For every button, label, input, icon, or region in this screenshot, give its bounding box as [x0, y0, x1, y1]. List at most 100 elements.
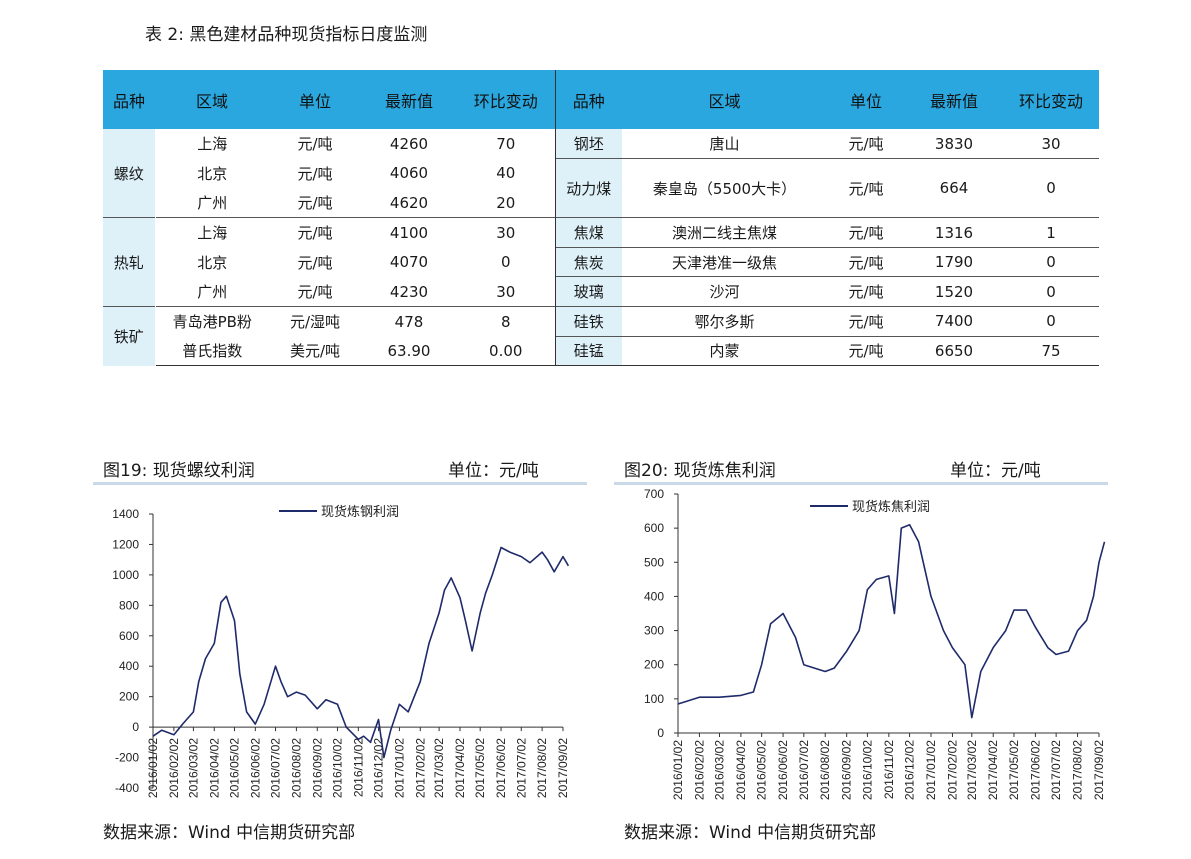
x-tick-label: 2017/02/02 — [413, 738, 427, 798]
value-cell: 6650 — [905, 335, 1003, 367]
chart-source: 数据来源：Wind 中信期货研究部 — [624, 823, 877, 843]
change-cell: 30 — [1041, 134, 1061, 153]
x-tick-label: 2017/08/02 — [535, 738, 549, 798]
unit-cell: 元/吨 — [827, 306, 905, 337]
change-cell: 0 — [1003, 246, 1099, 277]
region-cell: 天津港准一级焦 — [622, 246, 827, 277]
table-row: 热轧 上海 元/吨 4100 30 焦煤 澳洲二线主焦煤 元/吨 1316 1 — [103, 217, 1099, 307]
x-tick-label: 2016/05/02 — [227, 738, 241, 798]
change-cell: 1 — [1003, 217, 1099, 248]
x-tick-label: 2017/04/02 — [986, 740, 1000, 800]
value-cell: 63.90 — [361, 336, 457, 367]
y-tick-label: 500 — [644, 555, 664, 569]
change-cell: 0 — [500, 253, 511, 272]
value-cell: 4070 — [389, 253, 429, 272]
x-tick-label: 2017/03/02 — [965, 740, 979, 800]
header-cell: 最新值 — [905, 70, 1003, 129]
table-row: 铁矿 青岛港PB粉 元/湿吨 478 8 硅铁 鄂尔多斯 元/吨 7400 0 — [103, 306, 1099, 366]
change-cell: 0.00 — [457, 336, 555, 367]
rebar-profit-chart: 1400 1200 1000 800 600 400 200 0 -200 -400 2016/01… — [112, 504, 570, 798]
region-cell: 沙河 — [622, 276, 827, 307]
region-cell: 上海 — [155, 217, 269, 248]
x-tick-label: 2017/01/02 — [924, 740, 938, 800]
y-tick-label: 200 — [644, 658, 664, 672]
table-row: 螺纹 上海 元/吨 4260 70 钢坯 唐山 元/吨 3830 30 — [103, 129, 1099, 218]
value-cell: 664 — [905, 158, 1003, 218]
x-tick-label: 2016/11/02 — [351, 738, 365, 797]
x-tick-label: 2016/08/02 — [818, 740, 832, 800]
x-tick-label: 2017/03/02 — [432, 738, 446, 798]
y-tick-label: 1400 — [112, 507, 139, 521]
unit-cell: 元/吨 — [827, 158, 905, 218]
value-cell: 7400 — [905, 306, 1003, 337]
x-tick-label: 2017/05/02 — [1007, 740, 1021, 800]
region-cell: 内蒙 — [622, 335, 827, 367]
header-cell: 区域 — [155, 70, 269, 129]
unit-cell: 元/湿吨 — [269, 306, 361, 337]
legend-label: 现货炼钢利润 — [321, 504, 399, 520]
coke-profit-chart: 700 600 500 400 300 200 100 0 2016/01/02 2016/02/… — [644, 487, 1106, 800]
x-tick-label: 2016/05/02 — [755, 740, 769, 800]
region-cell: 秦皇岛（5500大卡） — [622, 158, 827, 218]
category-cell: 动力煤 — [554, 158, 622, 218]
unit-cell: 元/吨 — [827, 276, 905, 307]
unit-cell: 元/吨 — [848, 135, 884, 154]
region-cell: 北京 — [197, 253, 228, 272]
header-cell: 单位 — [269, 70, 361, 129]
x-tick-label: 2017/01/02 — [392, 738, 406, 798]
x-tick-label: 2017/02/02 — [945, 740, 959, 800]
header-cell: 区域 — [622, 70, 827, 129]
value-cell: 4230 — [389, 282, 429, 301]
x-tick-label: 2016/06/02 — [776, 740, 790, 800]
y-tick-label: -200 — [115, 751, 139, 765]
unit-cell: 元/吨 — [827, 246, 905, 277]
x-tick-label: 2017/09/02 — [1092, 740, 1106, 800]
chart-unit-label: 单位：元/吨 — [448, 461, 539, 481]
x-tick-label: 2017/05/02 — [473, 738, 487, 798]
y-tick-label: 300 — [644, 624, 664, 638]
table-row: 北京 元/吨 4060 40 动力煤 秦皇岛（5500大卡） 元/吨 664 0 — [103, 158, 1099, 218]
change-cell: 30 — [496, 282, 516, 301]
x-tick-label: 2017/07/02 — [1049, 740, 1063, 800]
chart-title: 图20: 现货炼焦利润 — [624, 461, 776, 481]
spot-indicator-table: 品种 区域 单位 最新值 环比变动 品种 区域 单位 最新值 环比变动 螺纹 上… — [103, 70, 1099, 367]
header-cell: 单位 — [827, 70, 905, 129]
x-tick-label: 2017/09/02 — [556, 738, 570, 798]
unit-cell: 元/吨 — [297, 283, 333, 302]
table-row: 广州 元/吨 4620 20 — [103, 188, 1099, 218]
series-line — [152, 546, 570, 759]
value-cell: 1316 — [905, 217, 1003, 248]
header-cell: 品种 — [103, 70, 155, 129]
x-tick-label: 2016/12/02 — [903, 740, 917, 800]
y-tick-label: -400 — [115, 781, 139, 795]
chart-title: 图19: 现货螺纹利润 — [103, 461, 255, 481]
unit-cell: 元/吨 — [297, 135, 333, 154]
value-cell: 4620 — [389, 193, 429, 212]
x-tick-label: 2016/07/02 — [797, 740, 811, 800]
category-cell: 焦炭 — [554, 246, 622, 277]
header-cell: 环比变动 — [457, 70, 555, 129]
unit-cell: 元/吨 — [827, 217, 905, 248]
unit-cell: 元/吨 — [827, 335, 905, 367]
y-tick-label: 100 — [644, 692, 664, 706]
change-cell: 0 — [1003, 306, 1099, 337]
unit-cell: 元/吨 — [297, 253, 333, 272]
x-tick-label: 2016/01/02 — [146, 738, 160, 798]
x-tick-label: 2016/01/02 — [671, 740, 685, 800]
region-cell: 广州 — [197, 194, 228, 213]
change-cell: 8 — [457, 306, 555, 337]
region-cell: 北京 — [197, 164, 228, 183]
x-tick-label: 2016/07/02 — [269, 738, 283, 798]
x-tick-label: 2017/06/02 — [494, 738, 508, 798]
value-cell: 4060 — [389, 164, 429, 183]
y-tick-label: 700 — [644, 487, 664, 501]
change-cell: 20 — [496, 193, 516, 212]
series-line — [677, 523, 1106, 719]
x-tick-label: 2016/03/02 — [186, 738, 200, 798]
x-tick-label: 2016/04/02 — [207, 738, 221, 798]
region-cell: 青岛港PB粉 — [155, 306, 269, 337]
region-cell: 唐山 — [709, 135, 740, 154]
category-cell: 铁矿 — [103, 306, 156, 366]
table-row: 广州 元/吨 4230 30 玻璃 沙河 元/吨 1520 0 — [103, 276, 1099, 307]
x-tick-label: 2016/04/02 — [734, 740, 748, 800]
